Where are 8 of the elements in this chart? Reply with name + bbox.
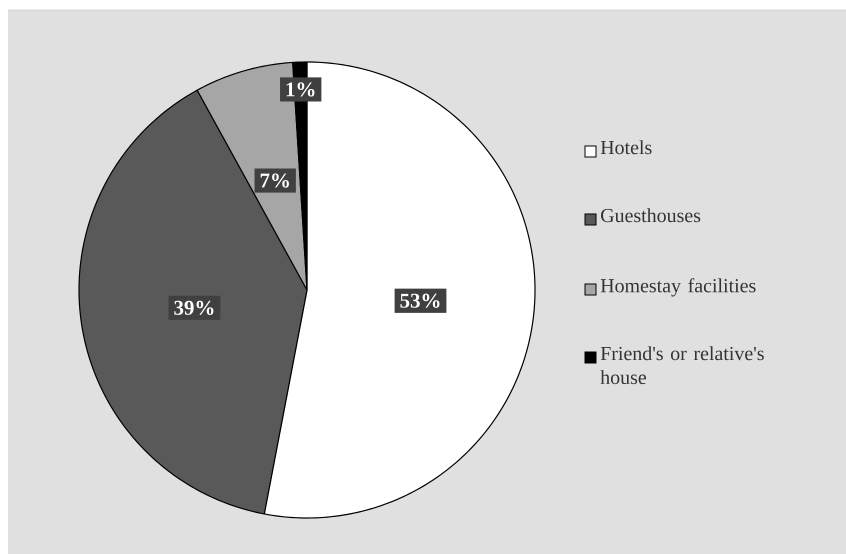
- data-label: 53%: [400, 294, 440, 308]
- legend-label: Homestay facilities: [600, 278, 756, 297]
- legend-label: Guesthouses: [601, 208, 700, 222]
- legend-label: Hotels: [600, 140, 652, 154]
- data-label: 1%: [286, 82, 314, 97]
- legend-label: Friend's or relative's house: [600, 346, 764, 384]
- data-label: 7%: [260, 173, 289, 188]
- data-label: 39%: [174, 300, 214, 315]
